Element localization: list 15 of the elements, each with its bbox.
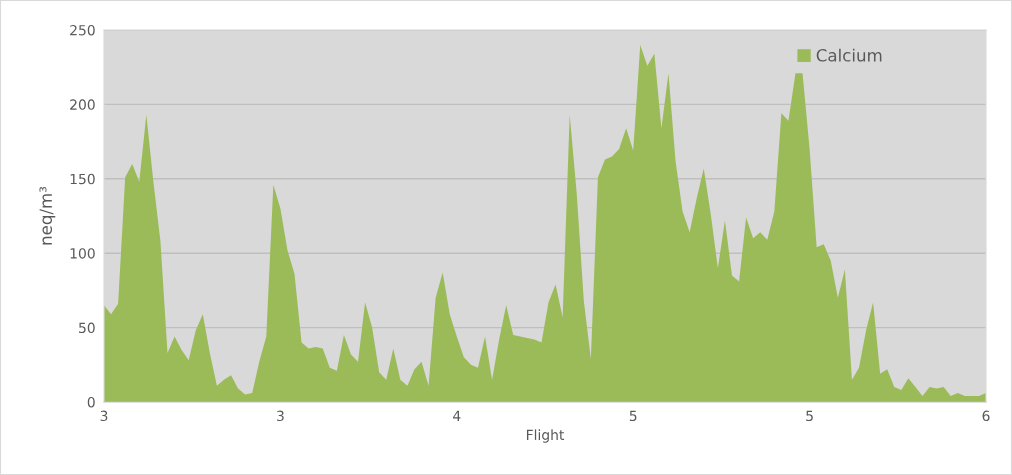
x-tick-label: 5	[629, 410, 637, 422]
x-tick-label: 4	[453, 410, 461, 421]
x-axis-title: Flight	[526, 429, 565, 443]
x-tick-label: 3	[277, 410, 284, 422]
y-tick-label: 150	[70, 173, 95, 185]
x-tick-label: 6	[982, 410, 990, 422]
y-tick-label: 200	[70, 99, 95, 110]
y-axis-title: neq/m³	[39, 186, 56, 245]
legend-label: Calcium	[816, 48, 882, 62]
y-tick-label: 50	[79, 322, 95, 334]
x-tick-label: 3	[100, 410, 108, 422]
y-tick-label: 100	[70, 248, 95, 259]
y-tick-label: 250	[70, 24, 95, 36]
x-tick-label: 5	[806, 410, 813, 422]
y-tick-label: 0	[87, 396, 95, 408]
